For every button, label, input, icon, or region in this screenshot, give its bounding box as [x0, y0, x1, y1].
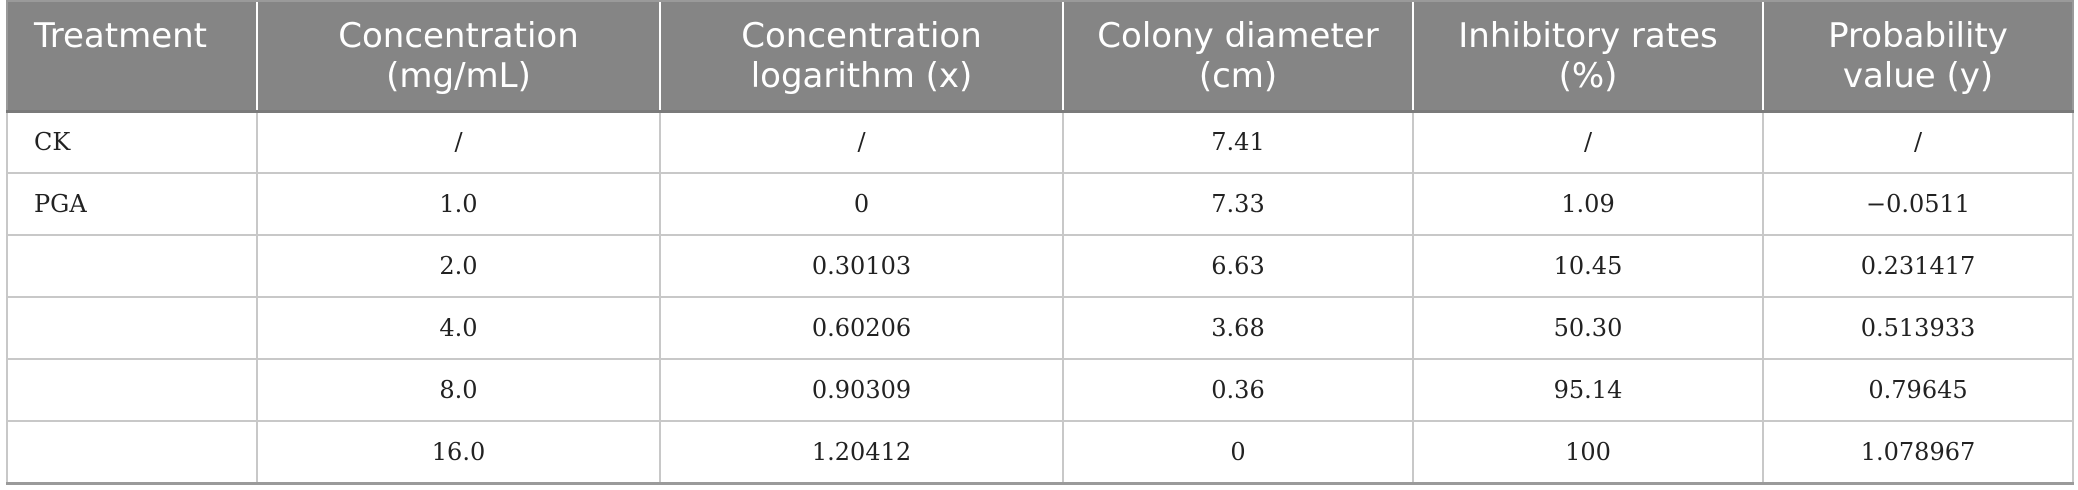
cell-treatment — [6, 358, 258, 422]
cell-treatment: PGA — [6, 172, 258, 236]
cell-treatment — [6, 420, 258, 485]
header-concentration-line2: (mg/mL) — [386, 56, 531, 96]
header-colony-diameter-line1: Colony diameter — [1097, 16, 1379, 56]
cell-concentration: 16.0 — [256, 420, 661, 485]
cell-probability-value: 0.79645 — [1762, 358, 2074, 422]
cell-colony-diameter: 7.41 — [1062, 110, 1414, 174]
cell-probability-value: 0.231417 — [1762, 234, 2074, 298]
header-probability-value-line2: value (y) — [1842, 56, 1994, 96]
cell-probability-value: 1.078967 — [1762, 420, 2074, 485]
cell-inhibitory-rate: 50.30 — [1412, 296, 1764, 360]
cell-inhibitory-rate: 100 — [1412, 420, 1764, 485]
cell-probability-value: 0.513933 — [1762, 296, 2074, 360]
header-inhibitory-rates-line2: (%) — [1558, 56, 1618, 96]
header-inhibitory-rates: Inhibitory rates (%) — [1412, 0, 1763, 113]
table-row: CK / / 7.41 / / — [6, 110, 2074, 174]
cell-treatment — [6, 296, 258, 360]
cell-concentration: / — [256, 110, 661, 174]
header-concentration-logarithm: Concentration logarithm (x) — [659, 0, 1063, 113]
cell-concentration-logarithm: 1.20412 — [659, 420, 1064, 485]
cell-concentration-logarithm: 0.30103 — [659, 234, 1064, 298]
cell-colony-diameter: 3.68 — [1062, 296, 1414, 360]
table-header: Treatment Concentration (mg/mL) Concentr… — [6, 0, 2074, 113]
header-concentration-logarithm-line2: logarithm (x) — [750, 56, 973, 96]
cell-concentration: 2.0 — [256, 234, 661, 298]
cell-inhibitory-rate: 1.09 — [1412, 172, 1764, 236]
cell-concentration-logarithm: 0 — [659, 172, 1064, 236]
cell-colony-diameter: 0.36 — [1062, 358, 1414, 422]
header-concentration-logarithm-line1: Concentration — [741, 16, 982, 56]
cell-inhibitory-rate: 95.14 — [1412, 358, 1764, 422]
header-probability-value: Probability value (y) — [1762, 0, 2074, 113]
header-treatment: Treatment — [6, 0, 257, 113]
table-body: CK / / 7.41 / / PGA 1.0 0 7.33 1.09 −0.0… — [6, 110, 2074, 485]
header-inhibitory-rates-line1: Inhibitory rates — [1458, 16, 1718, 56]
data-table-container: Treatment Concentration (mg/mL) Concentr… — [6, 0, 2074, 485]
cell-concentration-logarithm: 0.90309 — [659, 358, 1064, 422]
cell-concentration: 4.0 — [256, 296, 661, 360]
header-colony-diameter: Colony diameter (cm) — [1062, 0, 1413, 113]
cell-colony-diameter: 0 — [1062, 420, 1414, 485]
header-treatment-line1: Treatment — [34, 16, 208, 56]
table-row: 4.0 0.60206 3.68 50.30 0.513933 — [6, 296, 2074, 360]
header-concentration: Concentration (mg/mL) — [256, 0, 660, 113]
cell-inhibitory-rate: / — [1412, 110, 1764, 174]
table-row: 16.0 1.20412 0 100 1.078967 — [6, 420, 2074, 485]
cell-treatment — [6, 234, 258, 298]
cell-probability-value: / — [1762, 110, 2074, 174]
table-row: PGA 1.0 0 7.33 1.09 −0.0511 — [6, 172, 2074, 236]
cell-colony-diameter: 7.33 — [1062, 172, 1414, 236]
cell-treatment: CK — [6, 110, 258, 174]
cell-colony-diameter: 6.63 — [1062, 234, 1414, 298]
table-row: 8.0 0.90309 0.36 95.14 0.79645 — [6, 358, 2074, 422]
cell-concentration: 1.0 — [256, 172, 661, 236]
table-row: 2.0 0.30103 6.63 10.45 0.231417 — [6, 234, 2074, 298]
cell-inhibitory-rate: 10.45 — [1412, 234, 1764, 298]
cell-probability-value: −0.0511 — [1762, 172, 2074, 236]
header-probability-value-line1: Probability — [1828, 16, 2008, 56]
data-table: Treatment Concentration (mg/mL) Concentr… — [6, 0, 2074, 485]
header-colony-diameter-line2: (cm) — [1198, 56, 1278, 96]
header-concentration-line1: Concentration — [338, 16, 579, 56]
header-row: Treatment Concentration (mg/mL) Concentr… — [6, 0, 2074, 113]
cell-concentration-logarithm: / — [659, 110, 1064, 174]
cell-concentration: 8.0 — [256, 358, 661, 422]
cell-concentration-logarithm: 0.60206 — [659, 296, 1064, 360]
